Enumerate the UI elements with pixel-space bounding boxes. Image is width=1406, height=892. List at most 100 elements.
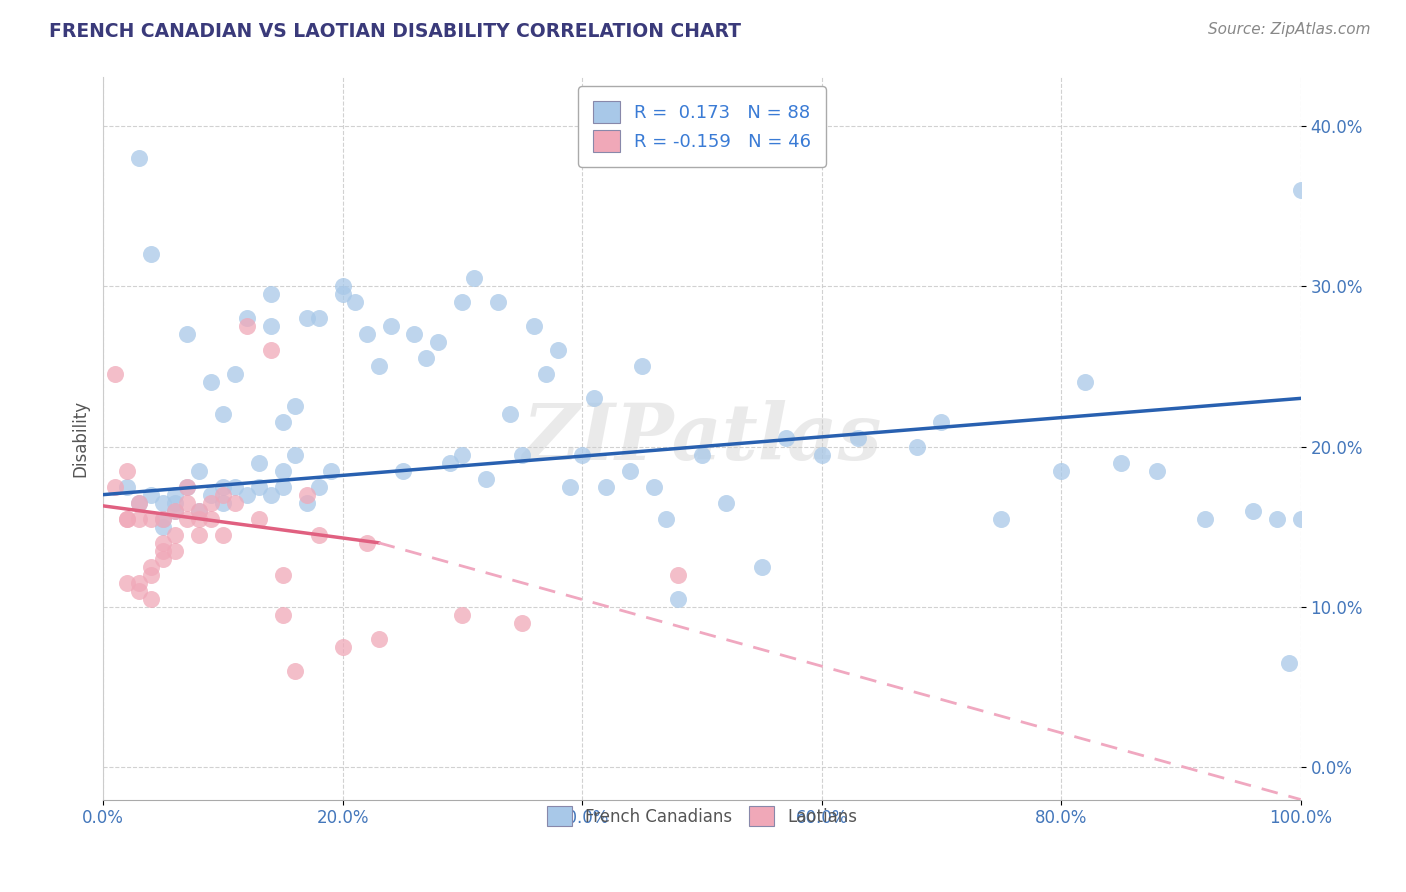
Point bbox=[115, 512, 138, 526]
Point bbox=[560, 480, 582, 494]
Point bbox=[247, 512, 270, 526]
Point bbox=[284, 664, 307, 678]
Point bbox=[308, 311, 330, 326]
Point bbox=[163, 496, 186, 510]
Point bbox=[666, 567, 689, 582]
Point bbox=[260, 287, 283, 301]
Point bbox=[356, 536, 378, 550]
Point bbox=[224, 496, 246, 510]
Point bbox=[200, 376, 222, 390]
Point bbox=[690, 448, 713, 462]
Point bbox=[380, 319, 402, 334]
Point bbox=[595, 480, 617, 494]
Point bbox=[547, 343, 569, 358]
Point bbox=[1265, 512, 1288, 526]
Point bbox=[510, 615, 533, 630]
Point bbox=[271, 480, 294, 494]
Point bbox=[295, 488, 318, 502]
Point bbox=[224, 368, 246, 382]
Point bbox=[260, 319, 283, 334]
Point bbox=[139, 247, 162, 261]
Point bbox=[176, 512, 198, 526]
Text: FRENCH CANADIAN VS LAOTIAN DISABILITY CORRELATION CHART: FRENCH CANADIAN VS LAOTIAN DISABILITY CO… bbox=[49, 22, 741, 41]
Point bbox=[115, 464, 138, 478]
Point bbox=[152, 496, 174, 510]
Point bbox=[163, 528, 186, 542]
Point bbox=[212, 480, 235, 494]
Point bbox=[236, 488, 259, 502]
Point bbox=[128, 512, 150, 526]
Point bbox=[115, 575, 138, 590]
Point bbox=[212, 496, 235, 510]
Point bbox=[247, 480, 270, 494]
Point bbox=[187, 504, 209, 518]
Point bbox=[308, 480, 330, 494]
Point bbox=[115, 480, 138, 494]
Point bbox=[1194, 512, 1216, 526]
Point bbox=[271, 416, 294, 430]
Point bbox=[152, 536, 174, 550]
Point bbox=[391, 464, 413, 478]
Point bbox=[187, 512, 209, 526]
Point bbox=[176, 327, 198, 342]
Point bbox=[1241, 504, 1264, 518]
Point bbox=[534, 368, 557, 382]
Point bbox=[176, 496, 198, 510]
Point bbox=[367, 632, 389, 646]
Point bbox=[510, 448, 533, 462]
Point bbox=[128, 496, 150, 510]
Point bbox=[666, 591, 689, 606]
Point bbox=[139, 567, 162, 582]
Point bbox=[200, 512, 222, 526]
Point bbox=[751, 559, 773, 574]
Point bbox=[271, 607, 294, 622]
Point bbox=[271, 567, 294, 582]
Point bbox=[236, 311, 259, 326]
Point bbox=[990, 512, 1012, 526]
Point bbox=[128, 583, 150, 598]
Point bbox=[139, 559, 162, 574]
Point bbox=[236, 319, 259, 334]
Point bbox=[583, 392, 606, 406]
Point bbox=[212, 528, 235, 542]
Point bbox=[247, 456, 270, 470]
Point bbox=[1050, 464, 1073, 478]
Point bbox=[499, 408, 522, 422]
Point bbox=[486, 295, 509, 310]
Point bbox=[714, 496, 737, 510]
Point bbox=[619, 464, 641, 478]
Point bbox=[332, 287, 354, 301]
Point bbox=[332, 640, 354, 654]
Point bbox=[139, 488, 162, 502]
Point bbox=[152, 543, 174, 558]
Point bbox=[260, 343, 283, 358]
Point bbox=[775, 432, 797, 446]
Point bbox=[187, 464, 209, 478]
Point bbox=[931, 416, 953, 430]
Point bbox=[343, 295, 366, 310]
Legend: French Canadians, Laotians: French Canadians, Laotians bbox=[538, 797, 866, 835]
Point bbox=[451, 448, 474, 462]
Point bbox=[1146, 464, 1168, 478]
Point bbox=[152, 520, 174, 534]
Point bbox=[427, 335, 450, 350]
Point bbox=[404, 327, 426, 342]
Point bbox=[655, 512, 678, 526]
Point bbox=[139, 591, 162, 606]
Point bbox=[271, 464, 294, 478]
Point bbox=[1109, 456, 1132, 470]
Point bbox=[451, 295, 474, 310]
Point bbox=[1278, 656, 1301, 670]
Point bbox=[463, 271, 485, 285]
Point bbox=[631, 359, 654, 374]
Point bbox=[212, 408, 235, 422]
Point bbox=[104, 368, 127, 382]
Point bbox=[212, 488, 235, 502]
Point bbox=[139, 512, 162, 526]
Point bbox=[224, 480, 246, 494]
Point bbox=[152, 512, 174, 526]
Point bbox=[810, 448, 832, 462]
Point bbox=[200, 496, 222, 510]
Point bbox=[308, 528, 330, 542]
Point bbox=[152, 512, 174, 526]
